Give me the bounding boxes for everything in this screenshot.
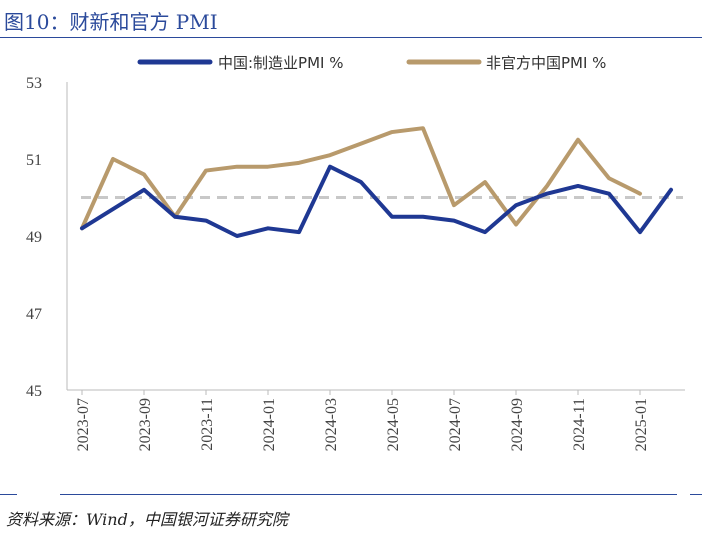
- x-axis-ticks: 2023-07 2023-09 2023-11 2024-01 2024-03 2024-…: [75, 390, 650, 451]
- footer-divider-right: [690, 494, 702, 495]
- y-tick-label: 47: [26, 306, 42, 323]
- x-tick-label: 2023-09: [137, 398, 154, 451]
- x-tick-label: 2024-05: [385, 398, 402, 451]
- y-axis-ticks: 45 47 49 51 53: [26, 75, 42, 400]
- x-tick-label: 2024-03: [323, 398, 340, 451]
- legend: 中国:制造业PMI % 非官方中国PMI %: [137, 54, 606, 72]
- x-tick-label: 2024-11: [571, 398, 588, 451]
- x-tick-label: 2024-09: [509, 398, 526, 451]
- title-divider: [0, 37, 702, 38]
- legend-manufacturing-pmi-label: 中国:制造业PMI %: [218, 54, 344, 72]
- legend-unofficial-pmi-label: 非官方中国PMI %: [486, 54, 606, 72]
- series-layer: [80, 126, 673, 238]
- pmi-line-chart: 中国:制造业PMI % 非官方中国PMI % 45 47 49 51 53 2023-07…: [26, 54, 685, 451]
- series-line-manufacturing-pmi: [80, 164, 673, 238]
- y-tick-label: 49: [26, 229, 42, 246]
- x-tick-label: 2023-11: [199, 398, 216, 451]
- y-tick-label: 45: [26, 383, 42, 400]
- footer-divider-main: [60, 494, 677, 495]
- x-tick-label: 2024-01: [261, 398, 278, 451]
- y-tick-label: 53: [26, 75, 42, 92]
- source-note: 资料来源：Wind，中国银河证券研究院: [6, 510, 288, 529]
- y-tick-label: 51: [26, 152, 42, 169]
- x-tick-label: 2023-07: [75, 398, 92, 451]
- figure-title: 图10：财新和官方 PMI: [4, 10, 218, 34]
- footer-divider-left: [0, 494, 17, 495]
- x-tick-label: 2025-01: [633, 398, 650, 451]
- x-tick-label: 2024-07: [447, 398, 464, 451]
- series-line-unofficial-pmi: [80, 126, 642, 231]
